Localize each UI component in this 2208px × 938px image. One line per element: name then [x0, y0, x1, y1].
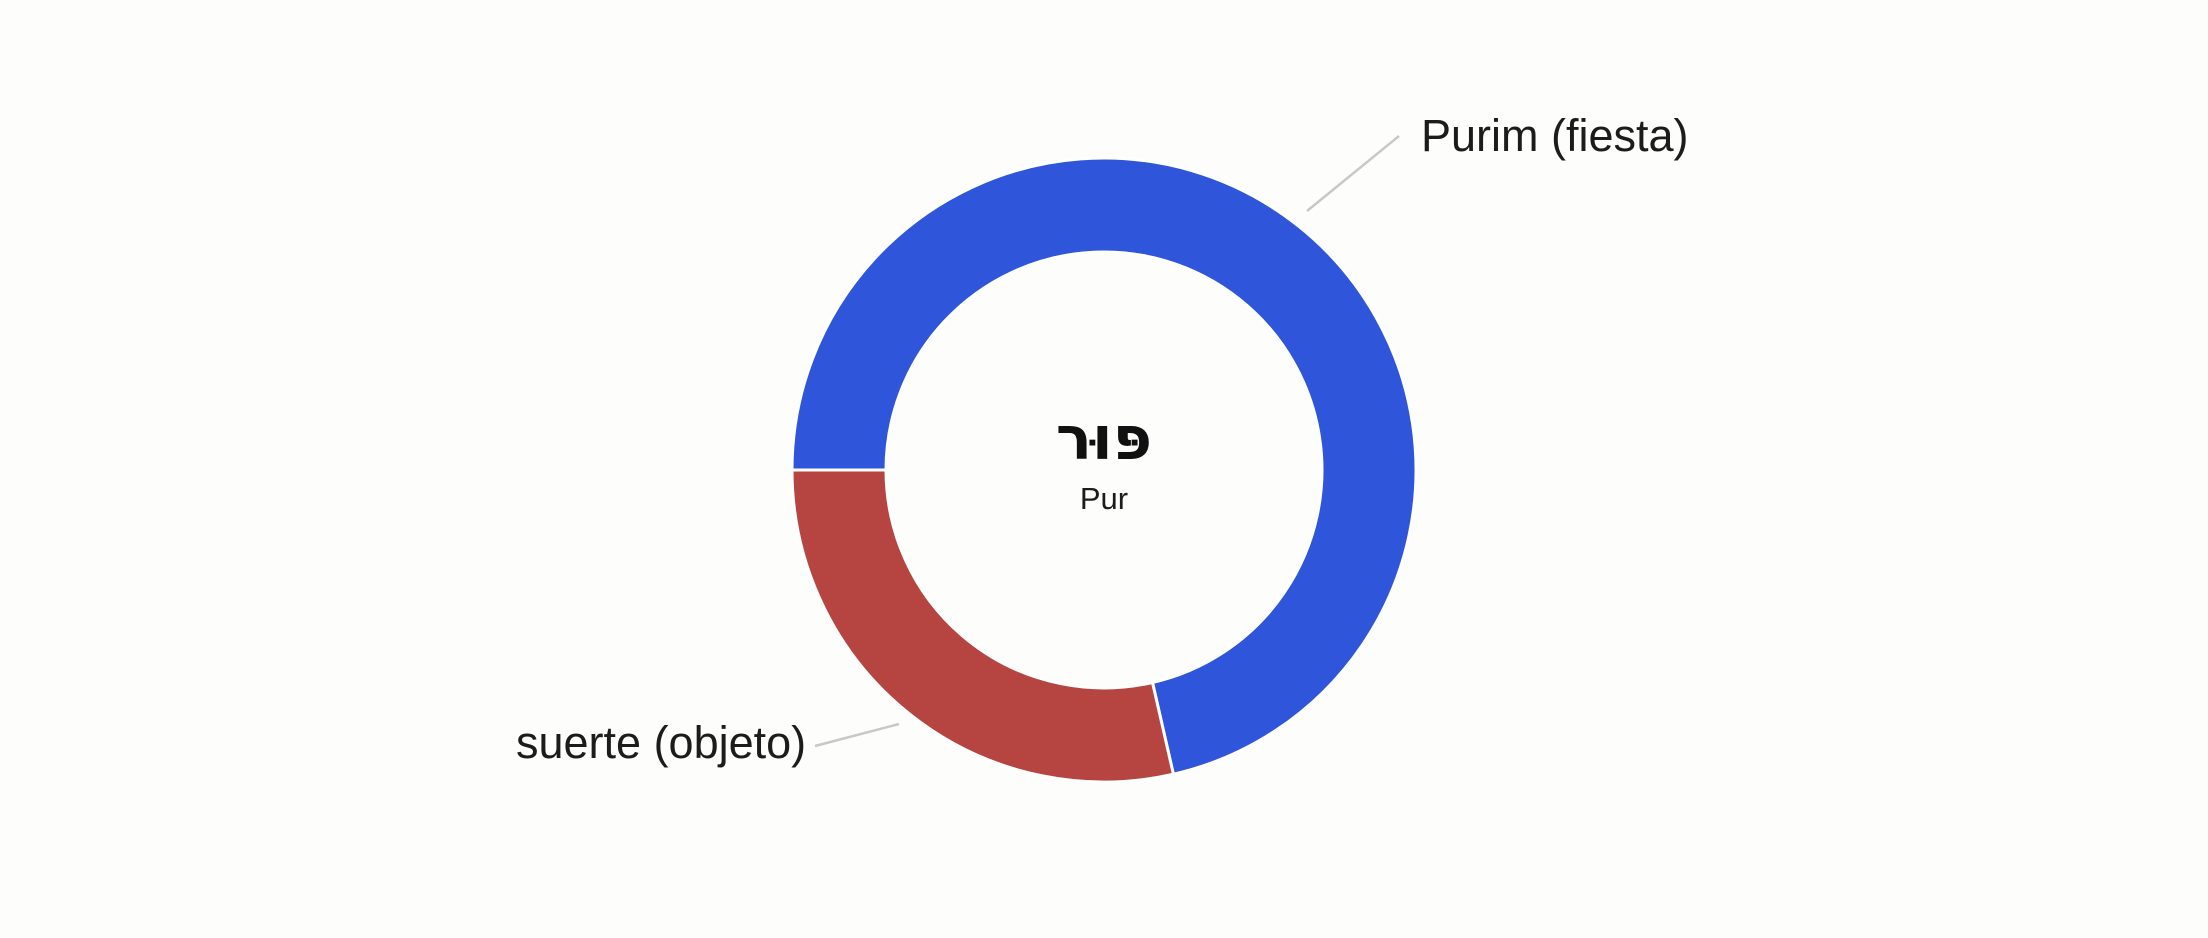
hebrew-word: פּוּר — [1055, 404, 1153, 474]
donut-segment-1[interactable] — [790, 468, 1175, 784]
leader-line-purim — [1306, 135, 1400, 212]
leader-line-suerte — [814, 722, 900, 748]
transliteration-label: Pur — [1079, 481, 1129, 516]
donut-center-label: פּוּר Pur — [1056, 406, 1152, 517]
callout-label-purim: Purim (fiesta) — [1421, 110, 1689, 161]
donut-ring — [790, 156, 1418, 784]
callout-label-suerte: suerte (objeto) — [516, 717, 807, 768]
donut-segment-0[interactable] — [790, 156, 1418, 776]
